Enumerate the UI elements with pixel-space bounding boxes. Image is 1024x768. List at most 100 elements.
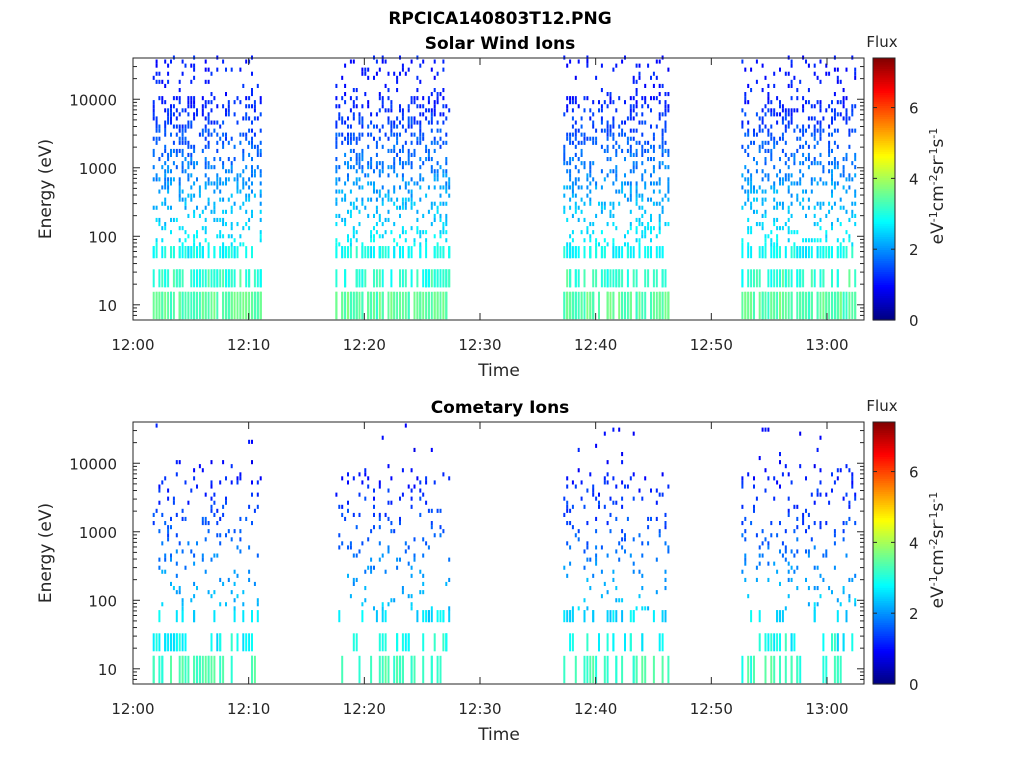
spectrogram-cell [569, 140, 572, 145]
spectrogram-cell [427, 269, 430, 288]
spectrogram-cell [196, 586, 198, 591]
spectrogram-cell [427, 545, 430, 550]
spectrogram-cell [387, 71, 390, 76]
spectrogram-cell [819, 594, 822, 599]
spectrogram-cell [256, 610, 259, 623]
spectrogram-cell [569, 633, 572, 652]
spectrogram-cell [158, 655, 161, 684]
spectrogram-cell [184, 108, 187, 113]
spectrogram-cell [164, 173, 167, 178]
spectrogram-cell [848, 177, 851, 182]
spectrogram-cell [190, 193, 193, 198]
spectrogram-cell [755, 112, 758, 117]
spectrogram-cell [219, 516, 222, 521]
spectrogram-cell [352, 59, 355, 64]
spectrogram-cell [367, 181, 370, 186]
spectrogram-cell [433, 140, 436, 145]
spectrogram-cell [612, 100, 615, 105]
spectrogram-cell [761, 197, 764, 202]
spectrogram-cell [335, 197, 338, 202]
spectrogram-cell [152, 291, 155, 320]
spectrogram-cell [790, 291, 793, 320]
spectrogram-cell [851, 472, 854, 477]
spectrogram-cell [566, 246, 569, 259]
spectrogram-cell [595, 242, 598, 247]
spectrogram-cell [779, 169, 781, 174]
spectrogram-cell [161, 541, 164, 546]
spectrogram-cell [813, 161, 816, 166]
spectrogram-cell [744, 561, 747, 566]
colorbar-segment [873, 116, 895, 120]
spectrogram-cell [187, 291, 190, 320]
spectrogram-cell [167, 177, 170, 182]
spectrogram-cell [566, 291, 569, 320]
spectrogram-cell [152, 177, 155, 182]
spectrogram-cell [184, 205, 187, 210]
colorbar-segment [873, 605, 895, 609]
spectrogram-cell [170, 557, 172, 562]
spectrogram-cell [439, 246, 442, 259]
spectrogram-cell [580, 124, 583, 129]
spectrogram-cell [413, 291, 416, 320]
spectrogram-cell [233, 100, 236, 105]
spectrogram-cell [741, 504, 744, 509]
spectrogram-cell [355, 136, 358, 141]
spectrogram-cell [831, 100, 833, 105]
spectrogram-cell [779, 136, 781, 141]
spectrogram-cell [170, 169, 172, 174]
spectrogram-cell [845, 521, 848, 526]
spectrogram-cell [793, 128, 796, 133]
spectrogram-cell [172, 496, 175, 501]
spectrogram-cell [341, 116, 344, 121]
spectrogram-cell [207, 269, 210, 288]
spectrogram-cell [577, 104, 580, 109]
spectrogram-cell [825, 521, 828, 526]
spectrogram-cell [161, 569, 164, 574]
spectrogram-cell [615, 189, 618, 194]
spectrogram-cell [580, 480, 583, 485]
spectrogram-cell [164, 476, 167, 481]
spectrogram-cell [364, 468, 367, 473]
spectrogram-cell [621, 452, 624, 457]
spectrogram-cell [761, 177, 764, 182]
spectrogram-cell [641, 193, 644, 198]
spectrogram-cell [230, 209, 233, 214]
spectrogram-cell [227, 169, 230, 174]
spectrogram-cell [761, 144, 764, 149]
spectrogram-cell [600, 209, 603, 214]
colorbar-segment [873, 507, 895, 510]
spectrogram-cell [580, 152, 583, 157]
spectrogram-cell [352, 633, 355, 652]
spectrogram-cell [384, 569, 387, 574]
spectrogram-cell [445, 161, 448, 166]
spectrogram-cell [164, 291, 167, 320]
spectrogram-cell [807, 152, 810, 157]
spectrogram-cell [419, 173, 422, 178]
spectrogram-cell [416, 181, 419, 186]
spectrogram-cell [822, 181, 825, 186]
spectrogram-cell [600, 185, 603, 190]
spectrogram-cell [239, 173, 242, 178]
spectrogram-cell [178, 586, 181, 591]
spectrogram-cell [638, 193, 641, 198]
spectrogram-cell [747, 144, 750, 149]
spectrogram-cell [410, 177, 413, 182]
spectrogram-cell [784, 269, 787, 288]
spectrogram-cell [854, 496, 857, 501]
spectrogram-cell [422, 537, 425, 542]
spectrogram-cell [851, 246, 854, 259]
spectrogram-cell [375, 112, 378, 117]
spectrogram-cell [664, 120, 667, 125]
spectrogram-cell [248, 177, 251, 182]
spectrogram-cell [175, 217, 178, 222]
spectrogram-cell [828, 144, 831, 149]
spectrogram-cell [213, 655, 216, 684]
spectrogram-cell [571, 100, 574, 105]
spectrogram-cell [413, 242, 416, 247]
spectrogram-cell [378, 557, 381, 562]
spectrogram-cell [595, 561, 598, 566]
spectrogram-cell [755, 565, 758, 570]
spectrogram-cell [650, 173, 652, 178]
colorbar-segment [873, 496, 895, 500]
spectrogram-cell [845, 67, 848, 72]
